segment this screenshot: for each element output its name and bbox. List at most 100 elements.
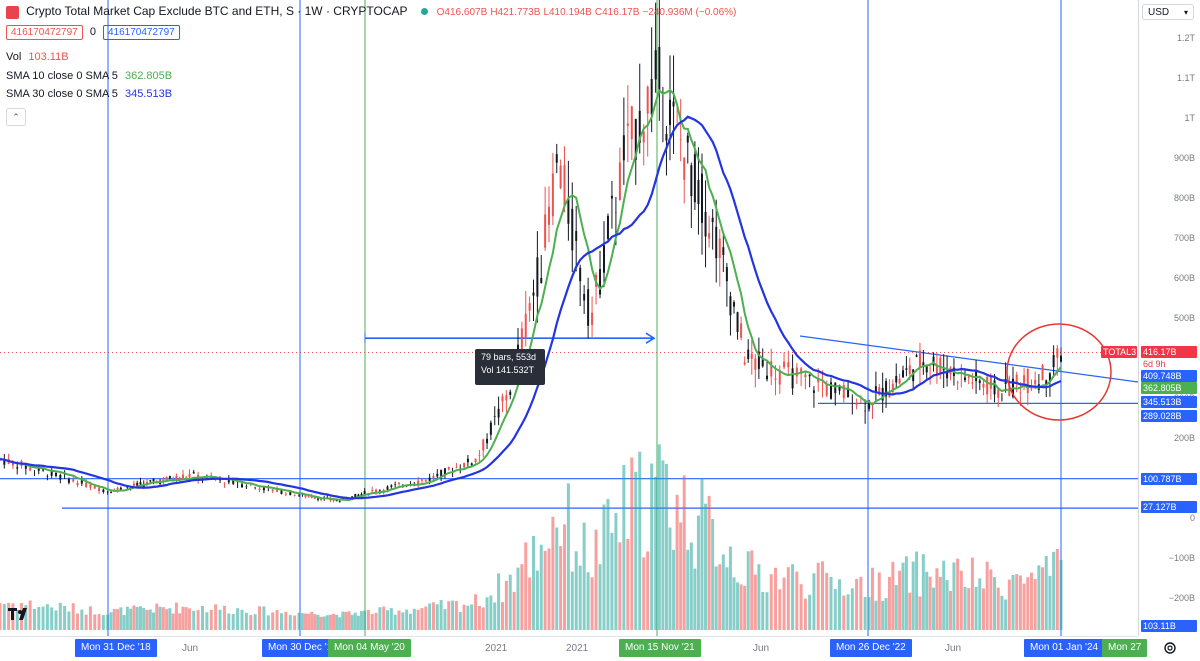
volume-bar bbox=[508, 574, 512, 630]
time-tick: Jun bbox=[945, 643, 962, 654]
volume-bar bbox=[967, 588, 971, 630]
volume-bar bbox=[288, 615, 292, 630]
volume-bar bbox=[736, 582, 740, 630]
volume-bar bbox=[148, 609, 152, 630]
time-tick: 2021 bbox=[485, 643, 508, 654]
price-label: 27.127B bbox=[1141, 501, 1197, 513]
price-axis[interactable]: 1.2T1.1T1T900B800B700B600B500B300B200B0−… bbox=[1101, 0, 1200, 636]
volume-bar bbox=[279, 613, 283, 630]
volume-bar bbox=[500, 602, 504, 630]
volume-bar bbox=[743, 585, 747, 630]
volume-bar bbox=[470, 604, 474, 630]
chevron-up-icon[interactable]: ⌃ bbox=[6, 108, 26, 126]
volume-bar bbox=[654, 476, 658, 630]
volume-bar bbox=[63, 606, 67, 630]
time-axis[interactable]: Jun 2021 2021 Jun Jun Mon 31 Dec '18 Mon 30 De… bbox=[0, 636, 1148, 661]
price-tick: 1.1T bbox=[1176, 73, 1195, 83]
volume-bar bbox=[447, 601, 451, 630]
price-tick: 700B bbox=[1173, 233, 1195, 243]
volume-bar bbox=[769, 574, 773, 630]
volume-bar bbox=[700, 478, 704, 630]
volume-bar bbox=[679, 522, 683, 630]
volume-bar bbox=[959, 570, 963, 630]
volume-bar bbox=[935, 568, 939, 630]
volume-label: Vol bbox=[6, 51, 22, 63]
chart-pane[interactable] bbox=[0, 0, 1138, 636]
volume-bar bbox=[555, 527, 559, 630]
volume-bar bbox=[693, 568, 697, 630]
volume-bar bbox=[227, 613, 231, 630]
volume-bar bbox=[799, 584, 803, 630]
symbol-title[interactable]: Crypto Total Market Cap Exclude BTC and … bbox=[26, 4, 408, 18]
volume-bar bbox=[155, 603, 159, 630]
volume-bar bbox=[1004, 599, 1008, 630]
volume-bar bbox=[386, 610, 390, 630]
market-status-icon bbox=[420, 8, 428, 15]
volume-bar bbox=[363, 610, 367, 630]
volume-bar bbox=[145, 609, 149, 630]
sma10-legend[interactable]: SMA 10 close 0 SMA 5 362.805B bbox=[6, 70, 172, 82]
volume-bar bbox=[970, 557, 974, 630]
volume-bar bbox=[125, 606, 129, 630]
volume-bar bbox=[297, 612, 301, 630]
volume-bar bbox=[28, 600, 32, 630]
volume-bar bbox=[370, 613, 374, 630]
volume-bar bbox=[682, 475, 686, 630]
volume-bar bbox=[650, 463, 654, 630]
volume-bar bbox=[347, 611, 351, 630]
volume-bar bbox=[353, 612, 357, 630]
volume-bar bbox=[45, 604, 49, 630]
volume-bar bbox=[412, 608, 416, 630]
volume-bar bbox=[956, 558, 960, 630]
volume-bar bbox=[948, 590, 952, 630]
volume-bar bbox=[41, 606, 45, 630]
volume-bar bbox=[614, 512, 618, 630]
price-label: 362.805B bbox=[1141, 382, 1197, 394]
sma30-legend[interactable]: SMA 30 close 0 SMA 5 345.513B bbox=[6, 88, 172, 100]
buy-button[interactable]: 416170472797 bbox=[103, 25, 180, 40]
currency-selector[interactable]: USD ▾ bbox=[1142, 4, 1194, 20]
price-label: 289.028B bbox=[1141, 410, 1197, 422]
volume-bar bbox=[435, 604, 439, 630]
volume-bar bbox=[915, 551, 919, 630]
volume-bar bbox=[563, 524, 567, 630]
volume-bar bbox=[319, 616, 323, 630]
volume-bar bbox=[1022, 583, 1026, 630]
volume-bar bbox=[2, 603, 6, 630]
volume-bar bbox=[158, 606, 162, 630]
volume-bar bbox=[1018, 575, 1022, 630]
volume-bar bbox=[178, 613, 182, 630]
volume-bar bbox=[884, 598, 888, 630]
volume-legend[interactable]: Vol 103.11B bbox=[6, 51, 69, 63]
tradingview-logo-icon[interactable] bbox=[8, 608, 32, 627]
volume-bar bbox=[15, 609, 19, 630]
volume-bar bbox=[284, 611, 288, 630]
sma10-label: SMA 10 close 0 SMA 5 bbox=[6, 70, 118, 82]
volume-bar bbox=[109, 612, 113, 630]
volume-bar bbox=[171, 613, 175, 630]
volume-bar bbox=[761, 591, 765, 630]
volume-bar bbox=[112, 608, 116, 630]
volume-bar bbox=[512, 591, 516, 630]
trade-row: 416170472797 0 416170472797 bbox=[6, 25, 180, 40]
volume-bar bbox=[932, 587, 936, 630]
volume-bar bbox=[985, 561, 989, 630]
volume-bar bbox=[7, 602, 11, 630]
sell-button[interactable]: 416170472797 bbox=[6, 25, 83, 40]
volume-bar bbox=[275, 610, 279, 630]
gear-icon[interactable] bbox=[1162, 640, 1178, 656]
volume-bar bbox=[431, 602, 435, 630]
volume-bar bbox=[101, 615, 105, 630]
volume-bar bbox=[846, 594, 850, 630]
volume-bar bbox=[458, 612, 462, 630]
volume-bar bbox=[566, 483, 570, 630]
sma30-line bbox=[0, 115, 1062, 500]
volume-bar bbox=[855, 578, 859, 630]
legend-title-row[interactable]: Crypto Total Market Cap Exclude BTC and … bbox=[6, 4, 736, 19]
volume-bar bbox=[122, 615, 126, 630]
price-chart[interactable] bbox=[0, 0, 1138, 636]
volume-bar bbox=[618, 542, 622, 630]
volume-bar bbox=[908, 592, 912, 630]
volume-bar bbox=[808, 594, 812, 630]
volume-bar bbox=[335, 614, 339, 630]
